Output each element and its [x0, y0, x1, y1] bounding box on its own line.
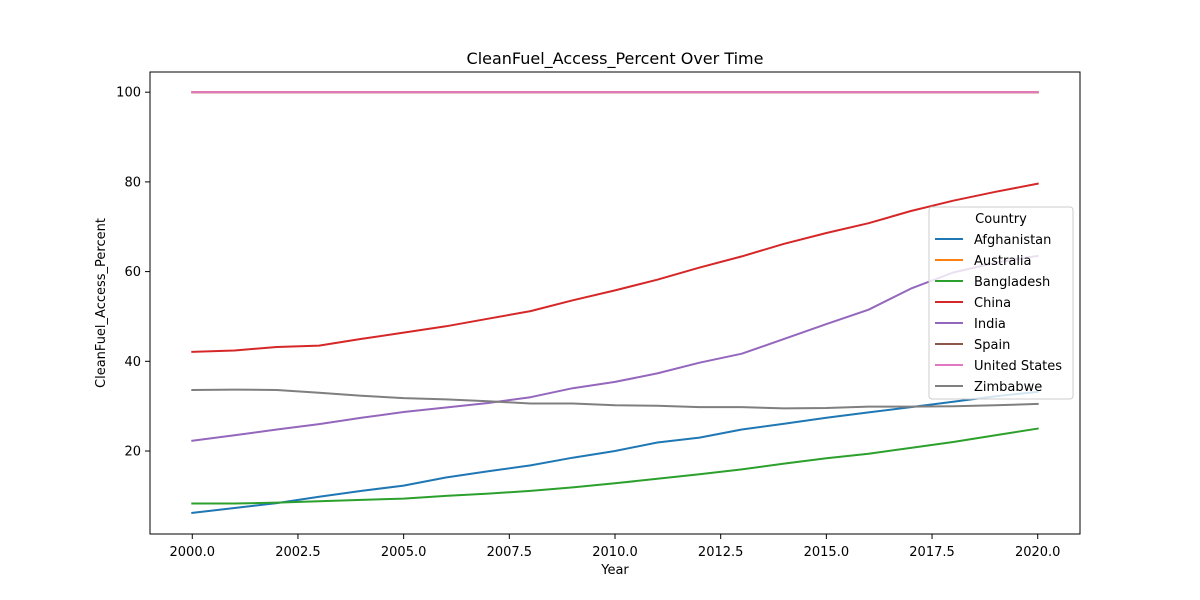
legend-entry-label: United States: [974, 359, 1062, 374]
legend-entry-label: India: [974, 317, 1006, 332]
y-tick-label: 20: [124, 445, 141, 460]
y-tick-label: 60: [124, 265, 141, 280]
x-tick-label: 2012.5: [698, 545, 744, 560]
x-axis: 2000.0 2002.5 2005.0 2007.5 2010.0 2012.5 2015…: [170, 534, 1061, 560]
legend-box: [928, 206, 1074, 400]
y-tick-label: 100: [116, 86, 141, 101]
series-line-afghanistan: [191, 390, 1039, 515]
y-axis-label: CleanFuel_Access_Percent: [94, 218, 109, 388]
x-tick-label: 2015.0: [804, 545, 850, 560]
x-tick-label: 2017.5: [909, 545, 955, 560]
x-axis-label: Year: [600, 563, 629, 578]
legend-entry-label: Zimbabwe: [974, 380, 1042, 395]
series-line-zimbabwe: [191, 388, 1039, 410]
series-line-india: [191, 254, 1039, 442]
x-tick-label: 2020.0: [1015, 545, 1061, 560]
series-layer: [191, 91, 1039, 515]
x-tick-label: 2010.0: [592, 545, 638, 560]
x-tick-label: 2002.5: [275, 545, 321, 560]
legend-title: Country: [975, 212, 1027, 227]
y-tick-label: 40: [124, 355, 141, 370]
x-tick-label: 2007.5: [487, 545, 533, 560]
legend-entry-label: China: [974, 296, 1011, 311]
series-line-bangladesh: [191, 427, 1039, 505]
x-tick-label: 2005.0: [381, 545, 427, 560]
legend-entry-label: Australia: [974, 254, 1032, 269]
y-axis: 20 40 60 80 100: [116, 86, 150, 460]
series-line-china: [191, 182, 1039, 353]
legend-entry-label: Spain: [974, 338, 1010, 353]
chart-title: CleanFuel_Access_Percent Over Time: [467, 49, 764, 69]
legend-entry-label: Afghanistan: [974, 233, 1051, 248]
y-tick-label: 80: [124, 175, 141, 190]
legend: Country Afghanistan Australia Bangladesh Chi…: [928, 206, 1074, 400]
legend-entry-label: Bangladesh: [974, 275, 1050, 290]
x-tick-label: 2000.0: [170, 545, 216, 560]
